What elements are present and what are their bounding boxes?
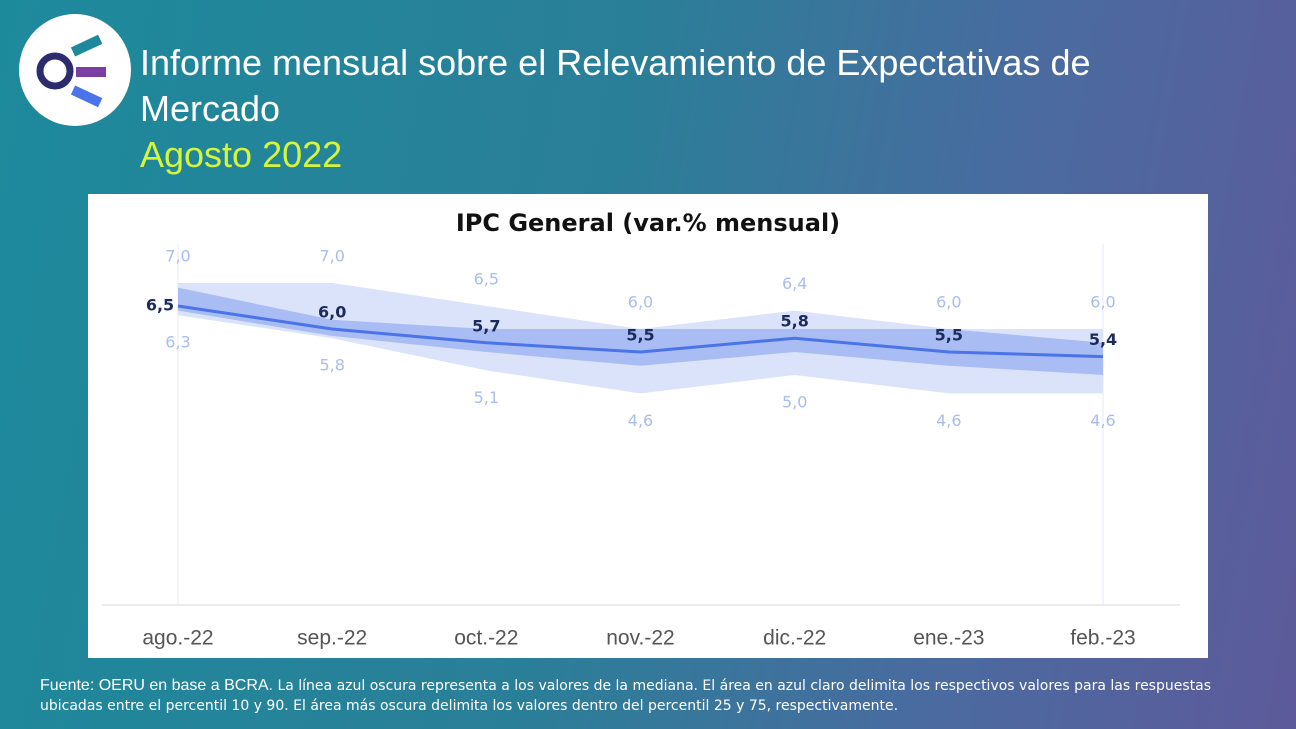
p10-label: 5,1	[474, 388, 499, 407]
x-tick-label: ene.-23	[913, 627, 984, 650]
x-tick-label: feb.-23	[1070, 627, 1135, 650]
chart: IPC General (var.% mensual) 6,5 7,0 6,3 ago…	[88, 194, 1208, 658]
slide-title: Informe mensual sobre el Relevamiento de…	[140, 42, 1091, 129]
median-label: 6,5	[146, 296, 174, 315]
footer: Fuente: OERU en base a BCRA. La línea az…	[40, 676, 1260, 716]
logo	[19, 14, 131, 126]
x-tick-label: sep.-22	[297, 627, 367, 650]
p90-label: 6,0	[628, 293, 653, 312]
note: La línea azul oscura representa a los va…	[40, 678, 1212, 714]
median-label: 5,8	[780, 312, 808, 331]
band-p25-p75	[178, 287, 1103, 375]
slide-subtitle: Agosto 2022	[140, 134, 343, 175]
p90-label: 6,4	[782, 274, 807, 293]
median-label: 5,7	[472, 316, 500, 335]
p10-label: 4,6	[1090, 411, 1115, 430]
x-tick-label: oct.-22	[454, 627, 518, 650]
source: Fuente: OERU en base a BCRA.	[40, 677, 273, 694]
p90-label: 6,5	[474, 270, 499, 289]
p90-label: 7,0	[319, 247, 344, 266]
p90-label: 6,0	[936, 293, 961, 312]
p10-label: 4,6	[628, 411, 653, 430]
median-label: 6,0	[318, 303, 346, 322]
p10-label: 5,0	[782, 393, 807, 412]
p10-label: 6,3	[165, 333, 190, 352]
p90-label: 6,0	[1090, 293, 1115, 312]
x-tick-label: dic.-22	[763, 627, 826, 650]
median-label: 5,5	[935, 326, 963, 345]
median-line	[177, 304, 1104, 359]
median-label: 5,4	[1089, 330, 1117, 349]
median-label: 5,5	[626, 326, 654, 345]
p10-label: 4,6	[936, 411, 961, 430]
p90-label: 7,0	[165, 247, 190, 266]
x-tick-label: nov.-22	[606, 627, 675, 650]
chart-title: IPC General (var.% mensual)	[456, 209, 840, 237]
x-tick-label: ago.-22	[142, 627, 213, 650]
p10-label: 5,8	[319, 356, 344, 375]
